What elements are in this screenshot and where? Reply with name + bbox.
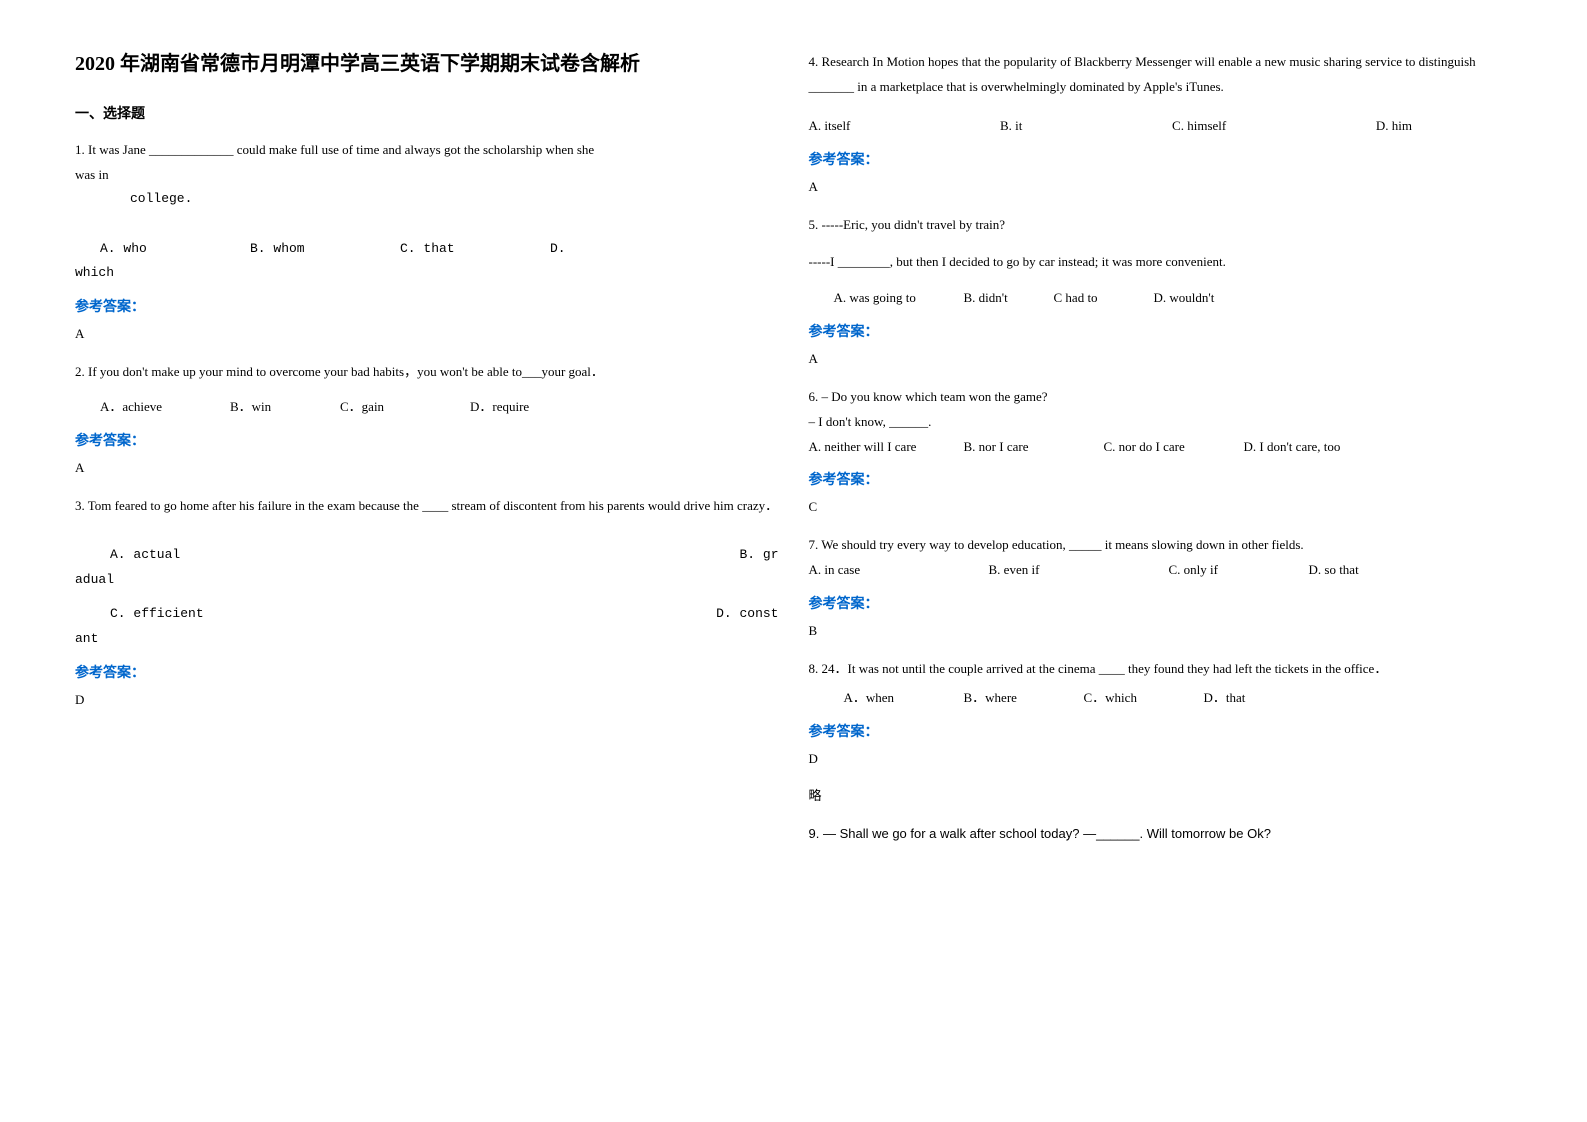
q8-answer-label: 参考答案： — [809, 721, 1513, 741]
q2-opt-a: A．achieve — [100, 395, 230, 420]
q3-opt-a: A. actual — [110, 543, 180, 568]
question-9: 9. — Shall we go for a walk after school… — [809, 822, 1513, 847]
q9-text: 9. — Shall we go for a walk after school… — [809, 822, 1513, 847]
q7-opt-c: C. only if — [1169, 558, 1309, 583]
question-1: 1. It was Jane _____________ could make … — [75, 138, 779, 286]
q2-opt-d: D．require — [470, 395, 529, 420]
q1-line2: was in — [75, 163, 779, 188]
q6-text1: 6. – Do you know which team won the game… — [809, 385, 1513, 410]
q7-answer-label: 参考答案： — [809, 593, 1513, 613]
q6-opt-d: D. I don't care, too — [1244, 435, 1341, 460]
q2-opt-c: C．gain — [340, 395, 470, 420]
q5-opt-d: D. wouldn't — [1154, 286, 1215, 311]
question-7: 7. We should try every way to develop ed… — [809, 533, 1513, 582]
left-column: 2020 年湖南省常德市月明潭中学高三英语下学期期末试卷含解析 一、选择题 1.… — [60, 50, 794, 1072]
q8-text: 8. 24．It was not until the couple arrive… — [809, 657, 1513, 682]
q1-opt-c: C. that — [400, 237, 550, 262]
q4-opt-b: B. it — [1000, 114, 1022, 139]
q4-text: 4. Research In Motion hopes that the pop… — [809, 50, 1513, 99]
document-title: 2020 年湖南省常德市月明潭中学高三英语下学期期末试卷含解析 — [75, 50, 779, 78]
q5-text2: -----I ________, but then I decided to g… — [809, 250, 1513, 275]
q3-opt-b2: adual — [75, 568, 779, 593]
question-6: 6. – Do you know which team won the game… — [809, 385, 1513, 459]
q8-answer: D — [809, 751, 1513, 767]
q6-options: A. neither will I care B. nor I care C. … — [809, 435, 1513, 460]
q3-answer: D — [75, 692, 779, 708]
q5-options: A. was going to B. didn't C had to D. wo… — [834, 286, 1513, 311]
q5-text1: 5. -----Eric, you didn't travel by train… — [809, 213, 1513, 238]
q2-text: 2. If you don't make up your mind to ove… — [75, 360, 779, 385]
q1-line3: college. — [130, 187, 779, 212]
q3-text: 3. Tom feared to go home after his failu… — [75, 494, 779, 519]
q8-opt-d: D．that — [1204, 686, 1246, 711]
q2-answer-label: 参考答案： — [75, 430, 779, 450]
q1-answer: A — [75, 326, 779, 342]
q1-options-row: A. who B. whom C. that D. — [75, 237, 779, 262]
q3-opt-d: D. const — [716, 602, 778, 627]
q5-opt-c: C had to — [1054, 286, 1154, 311]
question-2: 2. If you don't make up your mind to ove… — [75, 360, 779, 419]
question-4: 4. Research In Motion hopes that the pop… — [809, 50, 1513, 139]
q1-answer-label: 参考答案： — [75, 296, 779, 316]
q5-opt-b: B. didn't — [964, 286, 1054, 311]
q2-opt-b: B．win — [230, 395, 340, 420]
q1-opt-b: B. whom — [250, 237, 400, 262]
q3-opt-b: B. gr — [739, 543, 778, 568]
q3-opt-c: C. efficient — [110, 602, 204, 627]
q6-opt-c: C. nor do I care — [1104, 435, 1244, 460]
q8-note: 略 — [809, 785, 1513, 804]
q6-opt-b: B. nor I care — [964, 435, 1104, 460]
q8-opt-c: C．which — [1084, 686, 1204, 711]
q1-text-b: could make full use of time and always g… — [234, 142, 595, 157]
q3-row2: C. efficient D. const — [75, 602, 779, 627]
q8-opt-a: A．when — [844, 686, 964, 711]
question-5: 5. -----Eric, you didn't travel by train… — [809, 213, 1513, 311]
q6-answer-label: 参考答案： — [809, 469, 1513, 489]
q7-opt-a: A. in case — [809, 558, 989, 583]
q7-answer: B — [809, 623, 1513, 639]
q4-opt-c: C. himself — [1172, 114, 1226, 139]
q1-opt-a: A. who — [100, 237, 250, 262]
section-header: 一、选择题 — [75, 103, 779, 123]
q5-opt-a: A. was going to — [834, 286, 964, 311]
q6-text2: – I don't know, ______. — [809, 410, 1513, 435]
q1-line1: 1. It was Jane _____________ could make … — [75, 138, 779, 163]
question-8: 8. 24．It was not until the couple arrive… — [809, 657, 1513, 711]
q8-options: A．when B．where C．which D．that — [844, 686, 1513, 711]
q5-answer-label: 参考答案： — [809, 321, 1513, 341]
q7-text: 7. We should try every way to develop ed… — [809, 533, 1513, 558]
q7-options: A. in case B. even if C. only if D. so t… — [809, 558, 1513, 583]
q2-answer: A — [75, 460, 779, 476]
q7-opt-b: B. even if — [989, 558, 1169, 583]
q7-opt-d: D. so that — [1309, 558, 1359, 583]
q5-answer: A — [809, 351, 1513, 367]
q3-opt-d2: ant — [75, 627, 779, 652]
question-3: 3. Tom feared to go home after his failu… — [75, 494, 779, 652]
q3-row1: A. actual B. gr — [75, 543, 779, 568]
q1-opt-d: D. — [550, 237, 566, 262]
right-column: 4. Research In Motion hopes that the pop… — [794, 50, 1528, 1072]
q4-answer-label: 参考答案： — [809, 149, 1513, 169]
q4-opt-d: D. him — [1376, 114, 1412, 139]
q6-answer: C — [809, 499, 1513, 515]
q1-text-a: 1. It was Jane _____________ — [75, 142, 234, 157]
q6-opt-a: A. neither will I care — [809, 435, 964, 460]
q4-options: A. itself B. it C. himself D. him — [809, 114, 1513, 139]
q4-answer: A — [809, 179, 1513, 195]
q2-options: A．achieve B．win C．gain D．require — [100, 395, 779, 420]
q3-answer-label: 参考答案： — [75, 662, 779, 682]
q8-opt-b: B．where — [964, 686, 1084, 711]
q4-opt-a: A. itself — [809, 114, 851, 139]
q1-opt-d2: which — [75, 261, 779, 286]
